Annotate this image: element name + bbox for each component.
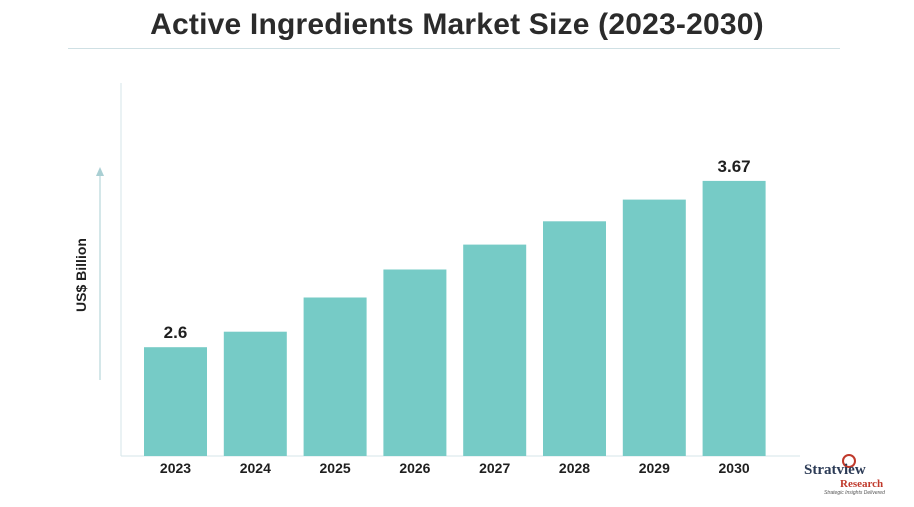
y-axis-arrow-head: [96, 167, 104, 176]
bar-2028: [543, 221, 606, 456]
x-tick-label-2025: 2025: [320, 460, 351, 476]
x-tick-label-2023: 2023: [160, 460, 191, 476]
x-tick-label-2026: 2026: [399, 460, 430, 476]
bar-2026: [383, 269, 447, 456]
chart-title: Active Ingredients Market Size (2023-203…: [150, 8, 764, 41]
bar-2027: [463, 244, 527, 456]
bar-series: 2023 2.6 2024 2025 2026 2027 2028 2029 2030 3.67: [144, 157, 766, 476]
x-tick-label-2027: 2027: [479, 460, 510, 476]
logo-name: Stratview: [804, 462, 866, 478]
bar-2030: [702, 180, 766, 456]
title-divider: [68, 48, 840, 49]
y-axis-title: US$ Billion: [73, 238, 89, 312]
logo-target-icon: [842, 454, 856, 468]
logo-subtitle: Research: [840, 478, 884, 490]
data-label-2023: 2.6: [164, 323, 188, 342]
bar-2023: [144, 347, 207, 456]
logo-tagline: Strategic Insights Delivered: [824, 490, 885, 496]
x-tick-label-2028: 2028: [559, 460, 590, 476]
x-tick-label-2030: 2030: [719, 460, 750, 476]
x-tick-label-2024: 2024: [240, 460, 271, 476]
x-tick-label-2029: 2029: [639, 460, 670, 476]
bar-2025: [303, 297, 367, 456]
bar-2024: [223, 331, 287, 456]
data-label-2030: 3.67: [718, 157, 751, 176]
bar-2029: [622, 199, 686, 456]
stratview-logo: Stratview Research Strategic Insights De…: [790, 452, 908, 502]
